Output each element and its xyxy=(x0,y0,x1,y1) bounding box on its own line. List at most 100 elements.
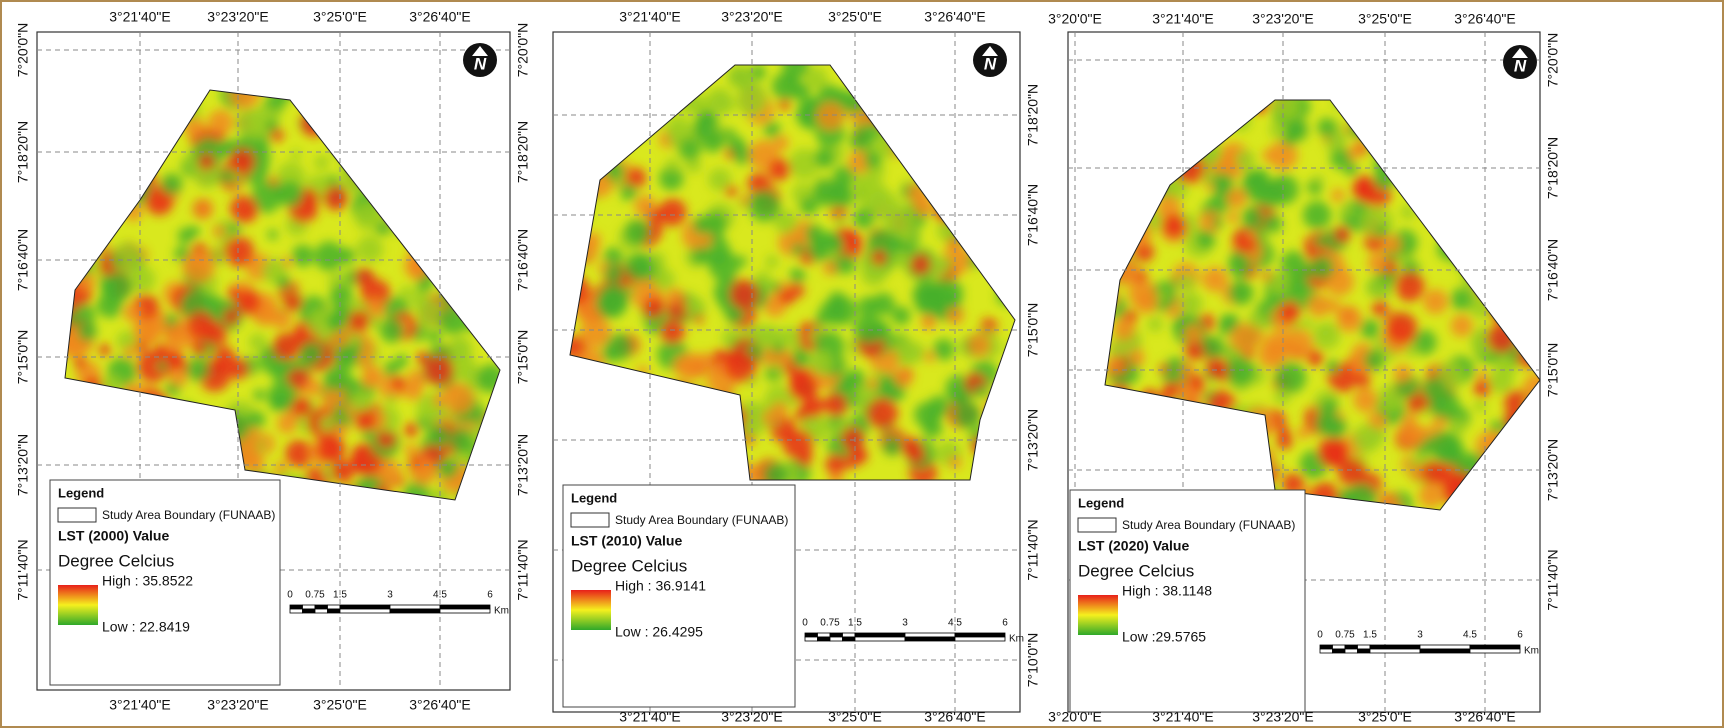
scale-tick-label: 4.5 xyxy=(433,590,447,601)
raster-blob xyxy=(709,250,740,281)
raster-blob xyxy=(265,119,278,132)
raster-blob xyxy=(1449,418,1466,435)
legend-low: Low :29.5765 xyxy=(1122,629,1206,645)
bottom-coord-label: 3°26'40"E xyxy=(409,697,471,713)
raster-blob xyxy=(882,436,902,456)
legend-low: Low : 26.4295 xyxy=(615,624,703,640)
left-coord-label: 7°16'40"N xyxy=(15,229,31,291)
raster-blob xyxy=(299,342,323,366)
raster-blob xyxy=(892,250,910,268)
raster-blob xyxy=(1235,150,1256,171)
raster-blob xyxy=(99,344,111,356)
scale-segment xyxy=(328,609,341,613)
raster-blob xyxy=(814,314,825,325)
raster-blob xyxy=(1421,461,1444,484)
raster-blob xyxy=(1474,380,1492,398)
right-coord-label: 7°18'20"N xyxy=(1545,137,1561,199)
north-label: N xyxy=(474,54,487,73)
raster-blob xyxy=(355,268,374,287)
legend-variable: LST (2000) Value xyxy=(58,528,169,544)
raster-blob xyxy=(410,457,420,467)
raster-blob xyxy=(660,319,685,344)
scale-segment xyxy=(855,633,905,637)
raster-blob xyxy=(924,351,935,362)
right-coord-label: 7°13'20"N xyxy=(1545,439,1561,501)
raster-blob xyxy=(1386,312,1418,344)
raster-blob xyxy=(783,429,814,460)
right-coord-label: 7°15'0"N xyxy=(1545,343,1561,398)
raster-blob xyxy=(871,250,887,266)
raster-blob xyxy=(1355,373,1370,388)
raster-blob xyxy=(285,440,313,468)
raster-blob xyxy=(291,149,301,159)
raster-blob xyxy=(253,389,265,401)
raster-blob xyxy=(161,173,183,195)
raster-blob xyxy=(847,369,865,387)
raster-blob xyxy=(1276,433,1292,449)
raster-blob xyxy=(99,276,117,294)
raster-blob xyxy=(1405,344,1419,358)
raster-blob xyxy=(1255,180,1283,208)
raster-blob xyxy=(187,311,216,340)
left-coord-label: 7°20'0"N xyxy=(15,23,31,78)
bottom-coord-label: 3°25'0"E xyxy=(828,709,882,725)
scale-segment xyxy=(303,609,316,613)
legend-high: High : 36.9141 xyxy=(615,578,706,594)
raster-blob xyxy=(1279,301,1301,323)
scale-segment xyxy=(1470,649,1520,653)
raster-blob xyxy=(730,65,753,88)
raster-blob xyxy=(923,317,933,327)
raster-blob xyxy=(198,153,215,170)
raster-blob xyxy=(192,341,206,355)
raster-blob xyxy=(223,308,239,324)
raster-blob xyxy=(905,342,926,363)
bottom-coord-label: 3°21'40"E xyxy=(619,709,681,725)
scale-segment xyxy=(1370,649,1420,653)
boundary-swatch xyxy=(58,508,96,522)
scale-segment xyxy=(290,605,303,609)
raster-blob xyxy=(1159,364,1169,374)
raster-blob xyxy=(319,415,336,432)
raster-blob xyxy=(165,313,179,327)
raster-blob xyxy=(770,281,781,292)
raster-blob xyxy=(230,195,258,223)
raster-blob xyxy=(853,208,874,229)
scale-segment xyxy=(390,609,440,613)
raster-blob xyxy=(1212,173,1233,194)
raster-blob xyxy=(805,67,827,89)
scale-segment xyxy=(315,605,328,609)
raster-blob xyxy=(931,256,951,276)
raster-blob xyxy=(324,186,348,210)
raster-blob xyxy=(666,158,679,171)
left-coord-label: 7°15'0"N xyxy=(15,330,31,385)
right-coord-label: 7°15'0"N xyxy=(515,330,531,385)
top-coord-label: 3°26'40"E xyxy=(924,9,986,25)
raster-blob xyxy=(824,393,848,417)
legend-high: High : 35.8522 xyxy=(102,573,193,589)
raster-blob xyxy=(1130,351,1145,366)
raster-blob xyxy=(1303,201,1331,229)
raster-blob xyxy=(914,402,939,427)
scale-tick-label: 0.75 xyxy=(305,590,325,601)
raster-blob xyxy=(1227,211,1239,223)
raster-blob xyxy=(316,434,345,463)
raster-blob xyxy=(725,128,735,138)
color-ramp xyxy=(1078,595,1118,635)
scale-segment xyxy=(340,609,390,613)
scale-tick-label: 6 xyxy=(1002,618,1008,629)
raster-blob xyxy=(624,219,650,245)
north-label: N xyxy=(984,54,997,73)
raster-blob xyxy=(850,131,872,153)
raster-blob xyxy=(967,333,991,357)
scale-segment xyxy=(955,633,1005,637)
raster-blob xyxy=(1395,271,1425,301)
raster-blob xyxy=(123,303,141,321)
bottom-coord-label: 3°23'20"E xyxy=(207,697,269,713)
raster-blob xyxy=(283,292,302,311)
raster-blob xyxy=(823,261,837,275)
scale-segment xyxy=(1358,649,1371,653)
raster-blob xyxy=(1321,399,1338,416)
legend-variable: LST (2020) Value xyxy=(1078,538,1189,554)
legend-title: Legend xyxy=(571,490,617,505)
raster-blob xyxy=(1419,483,1444,508)
